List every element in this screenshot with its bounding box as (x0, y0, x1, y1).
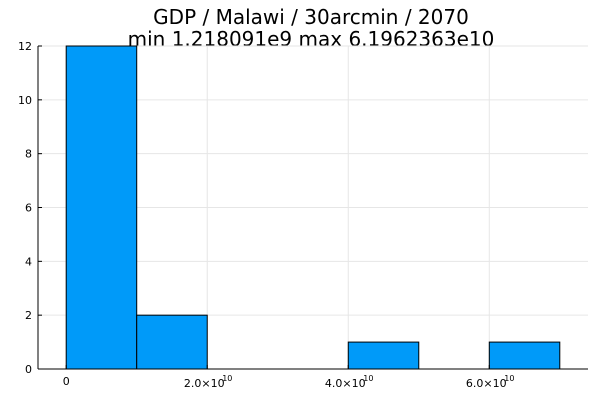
y-tick-label: 4 (25, 255, 32, 268)
x-tick-label: 6.0×10 (466, 377, 507, 390)
histogram-bar-0 (65, 45, 138, 370)
bars (65, 45, 561, 370)
histogram-bar-6 (488, 341, 561, 370)
axes (37, 45, 588, 370)
y-tick-label: 12 (18, 40, 32, 53)
x-tick-exponent: 10 (504, 374, 514, 383)
x-tick-exponent: 10 (363, 374, 373, 383)
y-tick-label: 0 (25, 363, 32, 376)
y-tick-label: 2 (25, 309, 32, 322)
y-tick-label: 8 (25, 148, 32, 161)
x-tick-label: 0 (63, 375, 70, 388)
histogram-bar-1 (136, 314, 208, 370)
histogram-bar-4 (347, 341, 420, 370)
chart-subtitle: min 1.218091e9 max 6.1962363e10 (128, 27, 495, 51)
chart-title: GDP / Malawi / 30arcmin / 2070 (153, 5, 469, 29)
y-tick-label: 10 (18, 94, 32, 107)
y-tick-label: 6 (25, 202, 32, 215)
x-tick-label: 2.0×10 (184, 377, 225, 390)
x-tick-label: 4.0×10 (325, 377, 366, 390)
x-tick-exponent: 10 (222, 374, 232, 383)
